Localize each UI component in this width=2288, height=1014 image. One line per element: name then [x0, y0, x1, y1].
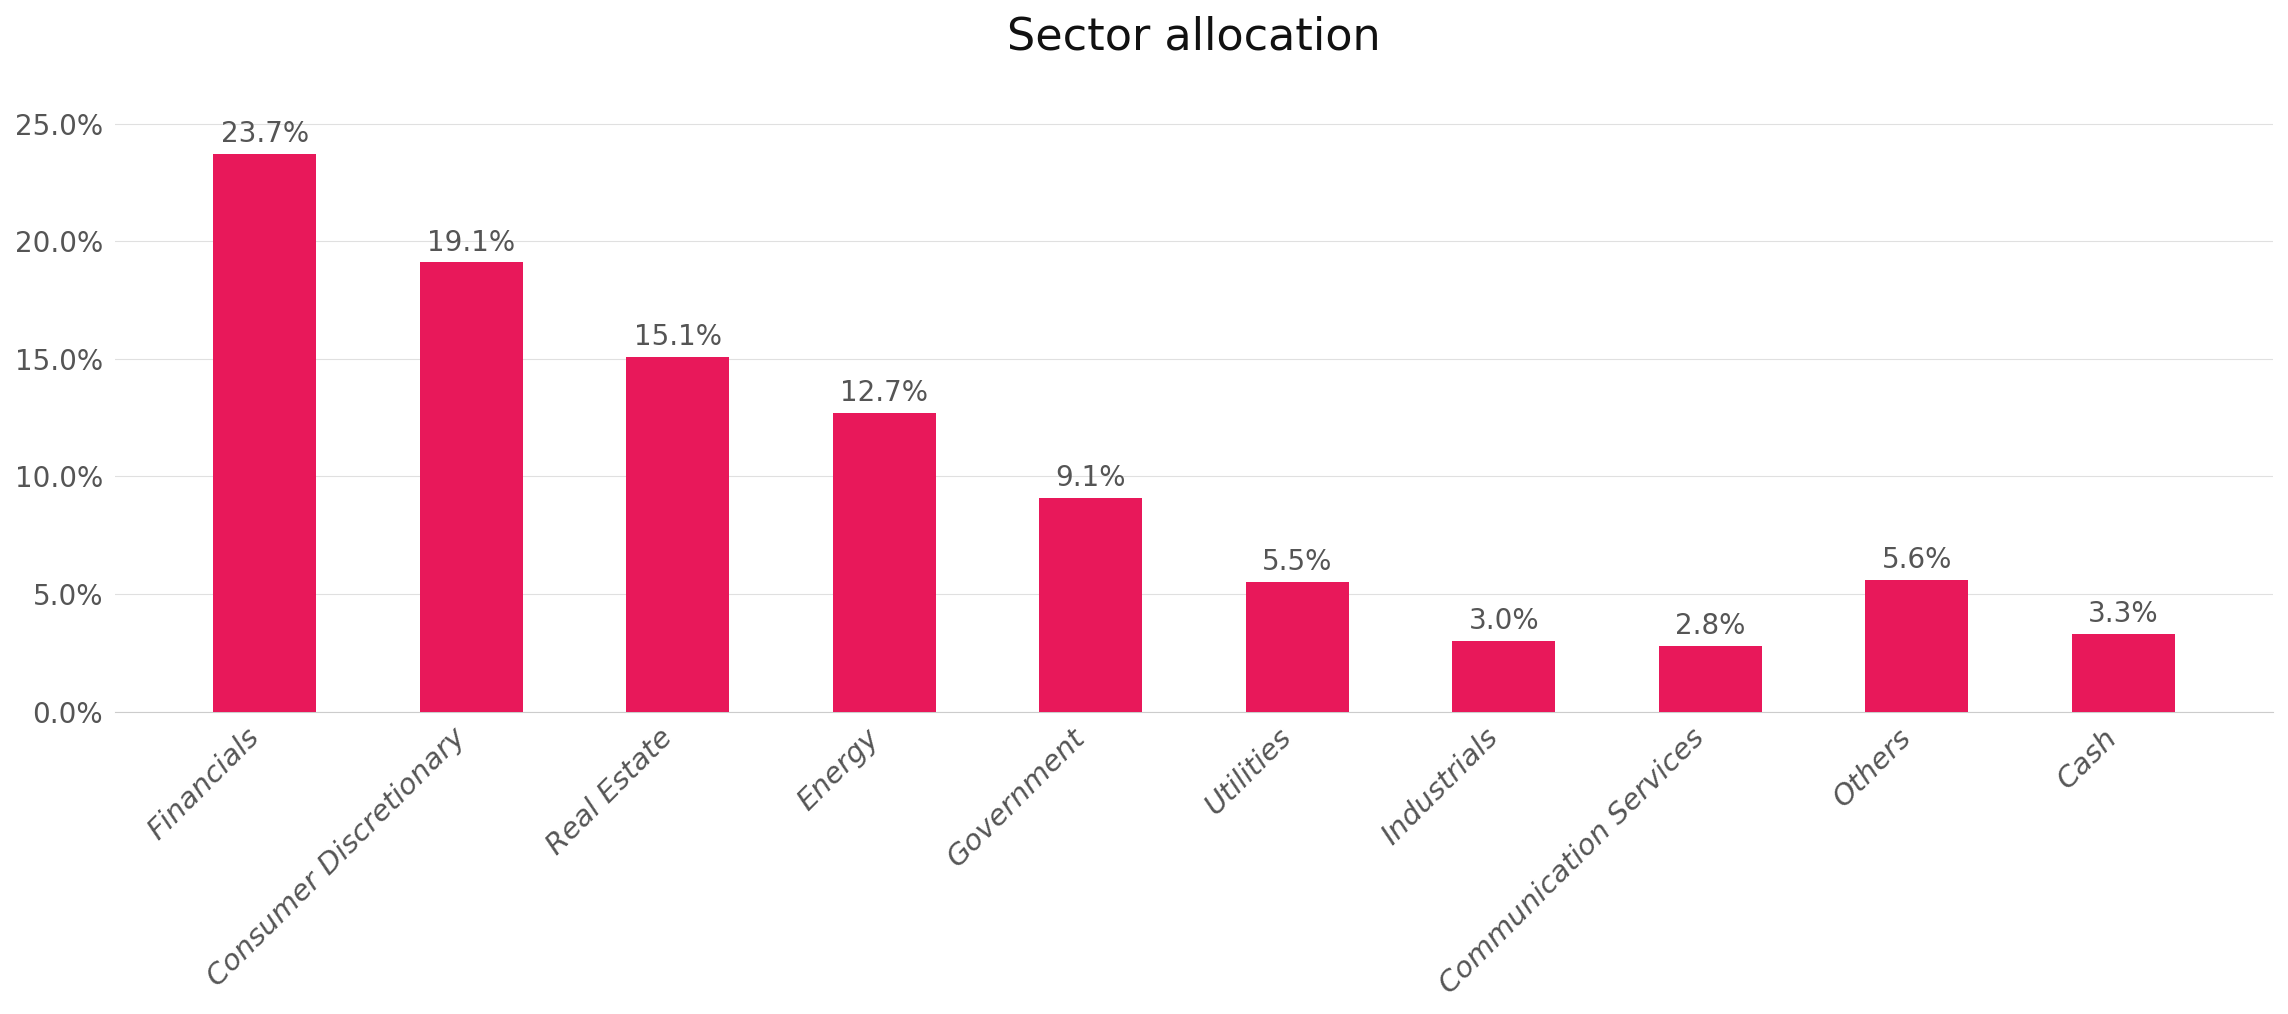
Bar — [419, 263, 524, 712]
Bar — [1245, 582, 1350, 712]
Bar — [1039, 498, 1142, 712]
Text: 23.7%: 23.7% — [220, 121, 309, 148]
Text: 5.6%: 5.6% — [1881, 546, 1952, 574]
Bar — [2071, 634, 2176, 712]
Text: 12.7%: 12.7% — [840, 379, 929, 407]
Bar — [213, 154, 316, 712]
Text: 15.1%: 15.1% — [634, 322, 721, 351]
Bar — [627, 357, 730, 712]
Title: Sector allocation: Sector allocation — [1007, 15, 1382, 58]
Bar — [1453, 641, 1556, 712]
Text: 9.1%: 9.1% — [1055, 463, 1126, 492]
Bar — [1865, 580, 1968, 712]
Bar — [1659, 646, 1762, 712]
Bar — [833, 413, 936, 712]
Text: 3.3%: 3.3% — [2089, 600, 2158, 628]
Text: 2.8%: 2.8% — [1675, 611, 1746, 640]
Text: 19.1%: 19.1% — [428, 228, 515, 257]
Text: 5.5%: 5.5% — [1263, 549, 1332, 576]
Text: 3.0%: 3.0% — [1469, 607, 1540, 635]
